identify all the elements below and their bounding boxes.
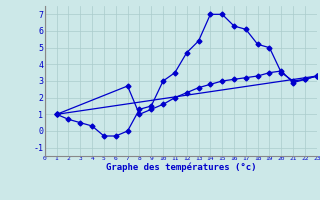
X-axis label: Graphe des températures (°c): Graphe des températures (°c) bbox=[106, 162, 256, 172]
